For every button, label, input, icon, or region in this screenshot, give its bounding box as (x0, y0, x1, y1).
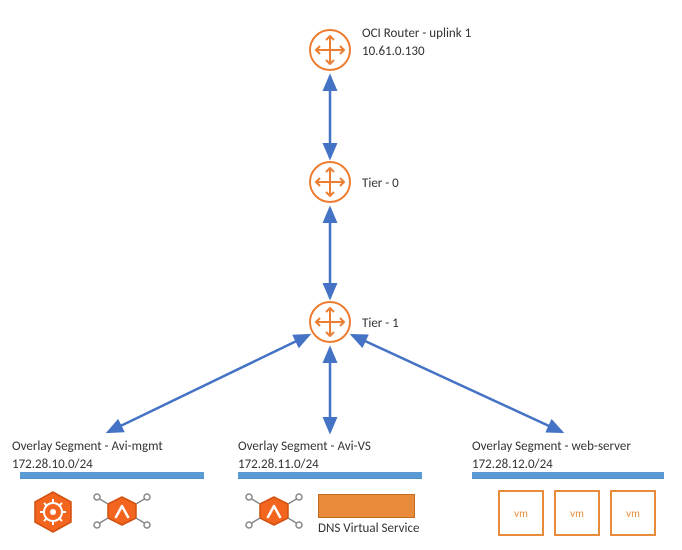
oci-router-ip: 10.61.0.130 (362, 44, 425, 59)
segment-web-bar (472, 472, 664, 479)
tier1-label: Tier - 1 (362, 315, 399, 333)
segment-vs-label: Overlay Segment - Avi-VS 172.28.11.0/24 (238, 438, 371, 473)
dns-vs-label: DNS Virtual Service (318, 520, 419, 538)
oci-router-icon (308, 28, 352, 72)
segment-web-label: Overlay Segment - web-server 172.28.12.0… (472, 438, 631, 473)
tier0-router-icon (308, 160, 352, 204)
vm-box-2: vm (554, 490, 600, 536)
segment-vs-bar (238, 472, 422, 479)
segment-vs-cidr: 172.28.11.0/24 (238, 457, 319, 472)
vm-label-3: vm (626, 507, 640, 520)
segment-mgmt-label: Overlay Segment - Avi-mgmt 172.28.10.0/2… (12, 438, 163, 473)
tier1-router-icon (308, 300, 352, 344)
segment-mgmt-title: Overlay Segment - Avi-mgmt (12, 439, 163, 454)
oci-router-label: OCI Router - uplink 1 10.61.0.130 (362, 25, 471, 60)
avi-se-icon-vs (244, 490, 304, 532)
segment-mgmt-cidr: 172.28.10.0/24 (12, 457, 93, 472)
tier0-label: Tier - 0 (362, 175, 399, 193)
segment-vs-title: Overlay Segment - Avi-VS (238, 439, 371, 454)
vm-box-3: vm (610, 490, 656, 536)
segment-web-cidr: 172.28.12.0/24 (472, 457, 553, 472)
avi-controller-icon (32, 490, 74, 532)
oci-router-title: OCI Router - uplink 1 (362, 26, 471, 41)
avi-se-icon-mgmt (92, 490, 152, 532)
vm-box-1: vm (498, 490, 544, 536)
vm-label-2: vm (570, 507, 584, 520)
edge-tier1-mgmt (108, 335, 309, 432)
dns-vs-box (318, 494, 415, 518)
segment-mgmt-bar (20, 472, 204, 479)
vm-label-1: vm (514, 507, 528, 520)
segment-web-title: Overlay Segment - web-server (472, 439, 631, 454)
edge-tier1-web (352, 335, 562, 432)
